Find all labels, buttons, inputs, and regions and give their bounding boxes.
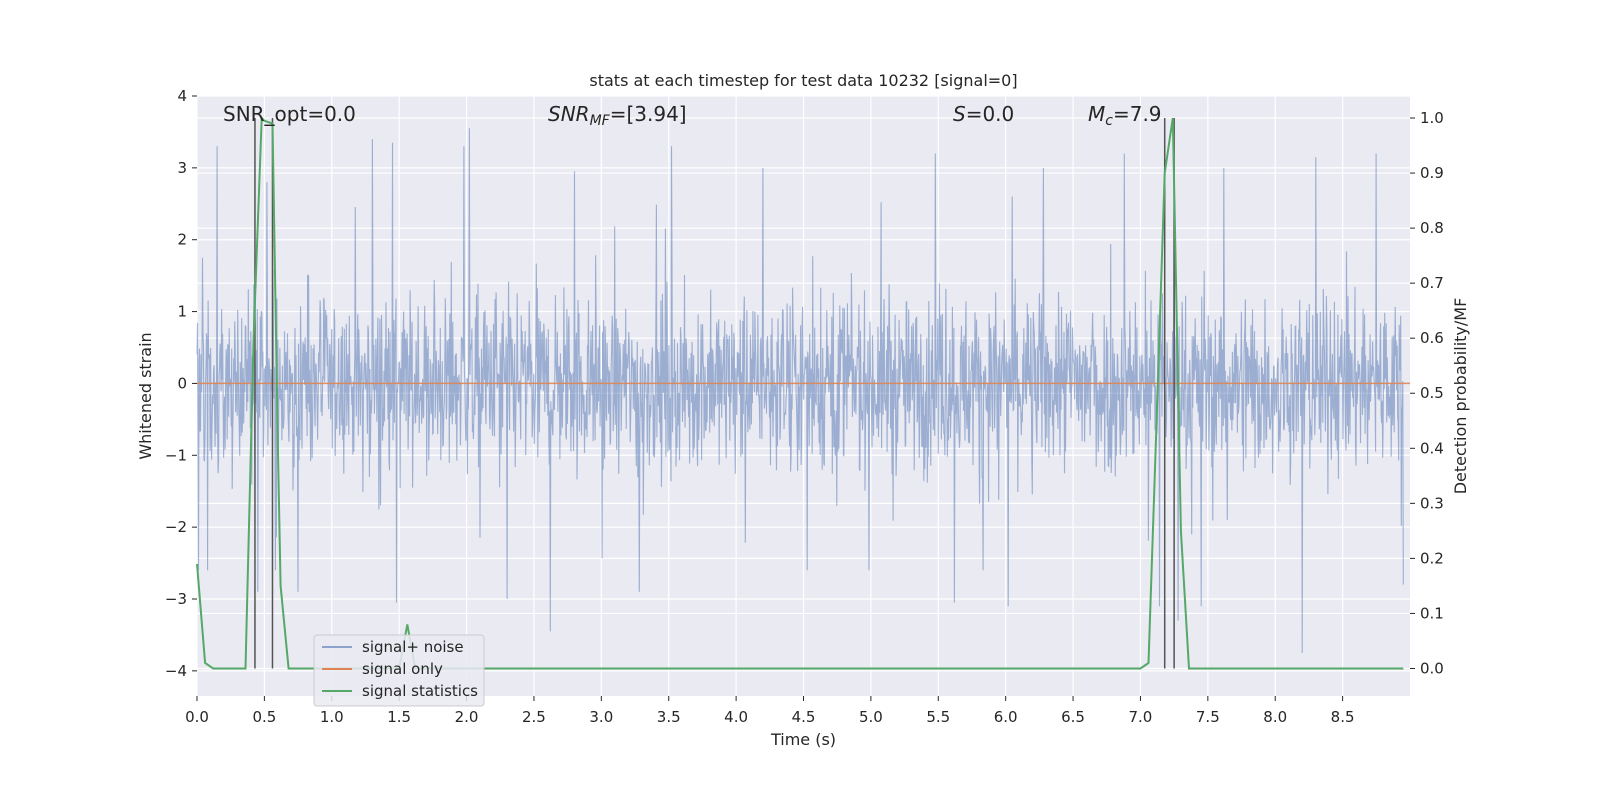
y-left-tick-label: −3 (165, 590, 187, 608)
legend-label-statistics: signal statistics (362, 682, 478, 700)
y-right-tick-label: 0.7 (1420, 274, 1444, 292)
legend: signal+ noise signal only signal statist… (313, 634, 485, 707)
x-axis-label: Time (s) (770, 730, 836, 749)
x-tick-label: 2.5 (522, 708, 546, 726)
y-right-tick-label: 0.4 (1420, 439, 1444, 457)
annotation-snr-mf-value: =[3.94] (610, 102, 687, 126)
x-tick-label: 5.5 (926, 708, 950, 726)
x-tick-label: 1.5 (387, 708, 411, 726)
y-left-tick-label: −1 (165, 446, 187, 464)
y-right-tick-label: 0.2 (1420, 549, 1444, 567)
x-tick-label: 3.5 (657, 708, 681, 726)
x-tick-label: 7.0 (1129, 708, 1153, 726)
annotation-s-value: =0.0 (966, 102, 1015, 126)
x-tick-label: 0.5 (252, 708, 276, 726)
signal-noise-line (196, 124, 1404, 653)
x-tick-label: 5.0 (859, 708, 883, 726)
x-tick-label: 2.0 (455, 708, 479, 726)
annotation-snr-mf-symbol: SNR (548, 102, 590, 126)
y-right-tick-label: 0.9 (1420, 164, 1444, 182)
left-axis-ticks: 4 3 2 1 0 −1 −2 −3 −4 (165, 87, 197, 680)
x-tick-label: 4.5 (792, 708, 816, 726)
y-left-tick-label: 4 (177, 87, 187, 105)
annotation-snr-mf-subscript: MF (590, 113, 611, 129)
annotation-s: S=0.0 (953, 102, 1014, 126)
x-tick-label: 7.5 (1196, 708, 1220, 726)
y-right-tick-label: 0.6 (1420, 329, 1444, 347)
legend-label-signal-only: signal only (362, 660, 443, 678)
signal-noise-trace (196, 124, 1404, 653)
y-left-tick-label: 0 (177, 374, 187, 392)
annotation-snr-mf: SNRMF=[3.94] (548, 102, 687, 129)
x-tick-label: 3.0 (589, 708, 613, 726)
legend-label-noise: signal+ noise (362, 638, 464, 656)
y-right-tick-label: 1.0 (1420, 109, 1444, 127)
annotation-mc-subscript: c (1105, 113, 1113, 129)
y-right-tick-label: 0.5 (1420, 384, 1444, 402)
x-tick-label: 8.5 (1331, 708, 1355, 726)
x-tick-label: 6.0 (994, 708, 1018, 726)
y-right-tick-label: 0.1 (1420, 604, 1444, 622)
vertical-markers (254, 118, 1175, 669)
right-axis-ticks: 1.0 0.9 0.8 0.7 0.6 0.5 0.4 0.3 0.2 0.1 0.0 (1410, 109, 1444, 677)
right-axis-label: Detection probability/MF (1451, 298, 1470, 495)
x-tick-label: 4.0 (724, 708, 748, 726)
x-tick-label: 8.0 (1263, 708, 1287, 726)
x-axis-ticks: 0.0 0.5 1.0 1.5 2.0 2.5 3.0 3.5 4.0 4.5 5.0 5.5 6.0 6… (185, 696, 1355, 726)
annotation-mc: Mc=7.9 (1088, 102, 1162, 129)
y-right-tick-label: 0.8 (1420, 219, 1444, 237)
y-right-tick-label: 0.3 (1420, 494, 1444, 512)
y-right-tick-label: 0.0 (1420, 659, 1444, 677)
chart-title: stats at each timestep for test data 102… (589, 71, 1017, 90)
annotation-s-symbol: S (953, 102, 966, 126)
x-tick-label: 1.0 (320, 708, 344, 726)
y-left-tick-label: −2 (165, 518, 187, 536)
annotation-mc-symbol: M (1088, 102, 1105, 126)
left-axis-label: Whitened strain (136, 332, 155, 459)
y-left-tick-label: 3 (177, 159, 187, 177)
y-left-tick-label: −4 (165, 662, 187, 680)
annotation-snr-opt: SNR_opt=0.0 (223, 102, 356, 126)
x-tick-label: 6.5 (1061, 708, 1085, 726)
y-left-tick-label: 1 (177, 303, 187, 321)
y-left-tick-label: 2 (177, 231, 187, 249)
x-tick-label: 0.0 (185, 708, 209, 726)
annotation-mc-value: =7.9 (1113, 102, 1162, 126)
legend-box (313, 634, 485, 707)
